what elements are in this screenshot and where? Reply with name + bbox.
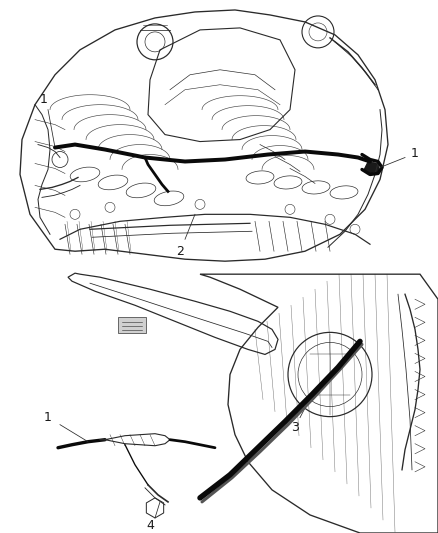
Text: 1: 1 [44, 411, 52, 424]
Text: 1: 1 [411, 147, 419, 160]
Bar [118, 317, 146, 333]
Polygon shape [364, 161, 380, 173]
Text: 3: 3 [291, 421, 299, 434]
Text: 1: 1 [40, 93, 48, 106]
Text: 2: 2 [176, 245, 184, 258]
Text: 4: 4 [146, 520, 154, 532]
